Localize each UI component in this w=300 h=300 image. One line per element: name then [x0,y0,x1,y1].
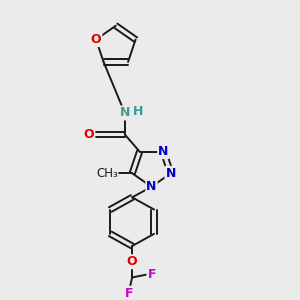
Text: O: O [91,33,101,46]
Text: O: O [127,255,137,268]
Text: N: N [119,106,130,119]
Text: N: N [166,167,176,180]
Text: F: F [148,268,156,281]
Text: O: O [84,128,94,141]
Text: CH₃: CH₃ [96,167,118,180]
Text: N: N [158,145,169,158]
Text: N: N [146,180,157,193]
Text: H: H [133,105,143,118]
Text: F: F [125,287,134,300]
